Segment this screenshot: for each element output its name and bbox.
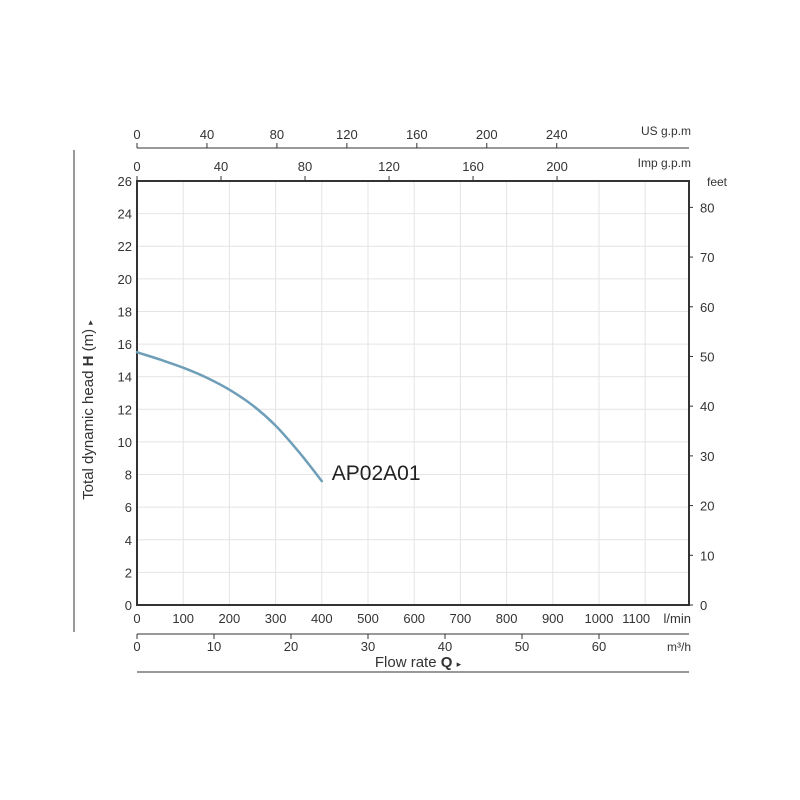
x-tick-label: 600 xyxy=(403,611,425,626)
y-right-tick-label: 30 xyxy=(700,449,714,464)
y-tick-label: 20 xyxy=(118,272,132,287)
y-right-tick-label: 80 xyxy=(700,200,714,215)
x-imp-unit: Imp g.p.m xyxy=(638,156,691,170)
x-m3h-tick-label: 20 xyxy=(284,639,298,654)
x-axis-m3h: 0 10 20 30 40 50 60 xyxy=(133,633,689,654)
x-imp-tick-label: 80 xyxy=(298,159,312,174)
x-imp-tick-label: 160 xyxy=(462,159,484,174)
y-right-tick-label: 40 xyxy=(700,399,714,414)
plot-frame xyxy=(136,180,690,606)
y-right-tick-label: 0 xyxy=(700,598,707,613)
series-label: AP02A01 xyxy=(332,462,421,485)
x-m3h-tick-label: 50 xyxy=(515,639,529,654)
x-tick-label: 200 xyxy=(219,611,241,626)
y-tick-label: 14 xyxy=(118,370,132,385)
x-us-tick-label: 120 xyxy=(336,127,358,142)
curve-layer: AP02A01 xyxy=(135,350,421,485)
y-tick-label: 16 xyxy=(118,337,132,352)
x-us-tick-label: 160 xyxy=(406,127,428,142)
x-m3h-tick-label: 60 xyxy=(592,639,606,654)
x-lmin-unit: l/min xyxy=(664,611,691,626)
x-tick-label: 1000 xyxy=(585,611,614,626)
y-right-tick-label: 50 xyxy=(700,349,714,364)
x-tick-label: 1100 xyxy=(622,611,650,626)
y-tick-label: 6 xyxy=(125,500,132,515)
y-tick-label: 26 xyxy=(118,174,132,189)
y-tick-label: 8 xyxy=(125,468,132,483)
x-axis-us-gpm: 0 40 80 120 160 200 240 xyxy=(133,127,689,149)
x-tick-label: 400 xyxy=(311,611,333,626)
x-us-tick-label: 240 xyxy=(546,127,568,142)
x-imp-tick-label: 0 xyxy=(133,159,140,174)
x-us-tick-label: 80 xyxy=(270,127,284,142)
x-tick-label: 100 xyxy=(172,611,194,626)
y-tick-label: 22 xyxy=(118,239,132,254)
x-tick-label: 500 xyxy=(357,611,379,626)
x-tick-label: 0 xyxy=(133,611,140,626)
y-right-tick-label: 20 xyxy=(700,499,714,514)
y-right-tick-label: 70 xyxy=(700,250,714,265)
x-us-tick-label: 40 xyxy=(200,127,214,142)
y-axis-right: 0 10 20 30 40 50 60 70 80 xyxy=(689,200,714,613)
x-tick-label: 900 xyxy=(542,611,564,626)
x-axis-imp-gpm: 0 40 80 120 160 200 xyxy=(133,159,568,181)
x-imp-tick-label: 40 xyxy=(214,159,228,174)
x-m3h-tick-label: 30 xyxy=(361,639,375,654)
y-tick-label: 24 xyxy=(118,207,132,222)
x-m3h-tick-label: 10 xyxy=(207,639,221,654)
series-curve xyxy=(135,350,324,483)
y-tick-label: 12 xyxy=(118,402,132,417)
y-tick-label: 0 xyxy=(125,598,132,613)
grid xyxy=(137,181,689,605)
y-right-tick-label: 10 xyxy=(700,548,714,563)
y-tick-label: 2 xyxy=(125,565,132,580)
x-imp-tick-label: 120 xyxy=(378,159,400,174)
x-axis-title: Flow rate Q ▸ xyxy=(375,654,462,671)
x-tick-label: 800 xyxy=(496,611,518,626)
y-tick-label: 18 xyxy=(118,304,132,319)
x-m3h-tick-label: 0 xyxy=(133,639,140,654)
x-us-tick-label: 200 xyxy=(476,127,498,142)
y-right-tick-label: 60 xyxy=(700,300,714,315)
y-tick-label: 4 xyxy=(125,533,132,548)
x-us-unit: US g.p.m xyxy=(641,124,691,138)
x-tick-label: 700 xyxy=(450,611,472,626)
y-tick-label: 10 xyxy=(118,435,132,450)
x-m3h-unit: m³/h xyxy=(667,640,691,654)
x-imp-tick-label: 200 xyxy=(546,159,568,174)
y-axis-title: Total dynamic head H (m) ▸ xyxy=(80,320,97,500)
x-axis-lmin: 0 100 200 300 400 500 600 700 800 900 1000 1100 xyxy=(133,611,650,626)
x-m3h-tick-label: 40 xyxy=(438,639,452,654)
x-tick-label: 300 xyxy=(265,611,287,626)
y-right-unit: feet xyxy=(707,175,728,189)
x-us-tick-label: 0 xyxy=(133,127,140,142)
